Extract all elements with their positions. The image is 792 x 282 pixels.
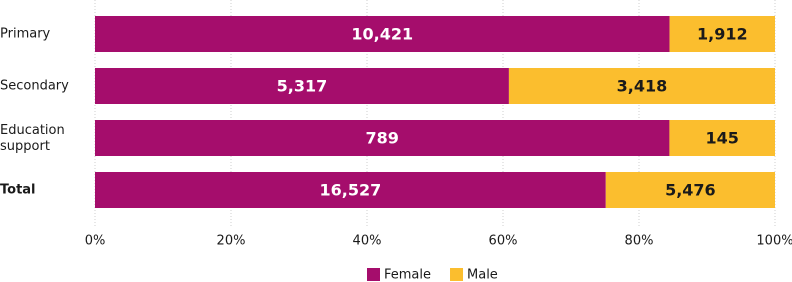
bar xyxy=(95,172,606,208)
label-line: Education xyxy=(0,123,65,138)
data-label: 5,476 xyxy=(665,181,716,200)
legend-swatch xyxy=(367,268,380,281)
label-line: support xyxy=(0,139,50,154)
legend-swatch xyxy=(450,268,464,281)
bar xyxy=(95,16,670,52)
bar xyxy=(508,68,775,104)
data-label: 1,912 xyxy=(697,25,748,44)
legend-label: Male xyxy=(467,268,498,282)
data-label: 3,418 xyxy=(617,77,668,96)
data-label: 145 xyxy=(706,129,739,148)
y-tick-label: Total xyxy=(0,183,36,198)
bar xyxy=(95,68,509,104)
data-label: 789 xyxy=(366,129,399,148)
x-tick-label: 60% xyxy=(489,234,518,249)
bar xyxy=(669,120,775,156)
data-label: 16,527 xyxy=(320,181,382,200)
x-tick-label: 40% xyxy=(353,234,382,249)
bar xyxy=(605,172,775,208)
data-label: 5,317 xyxy=(277,77,328,96)
legend-label: Female xyxy=(384,268,431,282)
y-tick-label: Education support xyxy=(0,123,65,154)
x-tick-label: 0% xyxy=(85,234,106,249)
bar xyxy=(669,16,775,52)
y-tick-label: Secondary xyxy=(0,79,69,94)
x-tick-label: 100% xyxy=(756,234,792,249)
data-label: 10,421 xyxy=(351,25,413,44)
bar xyxy=(95,120,670,156)
x-tick-label: 20% xyxy=(217,234,246,249)
y-tick-label: Primary xyxy=(0,27,51,42)
x-tick-label: 80% xyxy=(625,234,654,249)
